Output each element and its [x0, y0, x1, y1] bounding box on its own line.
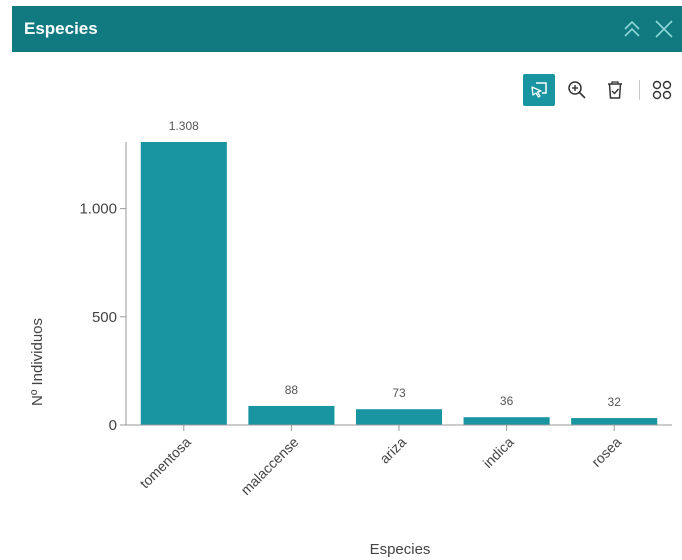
bar-tomentosa[interactable]	[140, 142, 227, 425]
data-label: 73	[392, 386, 406, 400]
menu-button[interactable]	[646, 74, 678, 106]
x-tick-label: malaccense	[237, 434, 301, 498]
y-axis-label: Nº Individuos	[29, 318, 46, 406]
x-tick-label: indica	[480, 434, 517, 471]
bar-malaccense[interactable]	[248, 405, 335, 425]
selection-cursor-icon	[531, 82, 547, 98]
bar-chart: 1.308 88 73 36 32 0 500 1.000 tomentosa malacce…	[29, 119, 672, 558]
clear-selection-button[interactable]	[599, 74, 631, 106]
double-chevron-up-icon	[624, 20, 640, 37]
zoom-in-icon	[568, 81, 586, 99]
y-tick-label: 500	[92, 309, 117, 326]
x-tick-label: ariza	[376, 434, 409, 467]
chart-toolbar	[517, 74, 678, 106]
data-label: 88	[285, 383, 299, 397]
collapse-button[interactable]	[618, 15, 646, 43]
data-label: 1.308	[169, 119, 199, 133]
close-button[interactable]	[650, 15, 678, 43]
bar-rosea[interactable]	[571, 418, 658, 425]
zoom-tool-button[interactable]	[561, 74, 593, 106]
y-tick-label: 0	[109, 417, 117, 434]
data-label: 32	[608, 395, 622, 409]
x-axis-label: Especies	[370, 541, 431, 558]
grid-menu-icon	[652, 80, 672, 100]
widget-title: Especies	[24, 19, 98, 38]
x-tick-label: rosea	[588, 434, 624, 470]
toolbar-separator	[639, 80, 640, 100]
widget-header: Especies	[12, 6, 682, 52]
bar-ariza[interactable]	[355, 409, 443, 425]
select-tool-button[interactable]	[523, 74, 555, 106]
trash-check-icon	[608, 81, 622, 99]
data-label: 36	[500, 394, 514, 408]
y-tick-label: 1.000	[79, 201, 117, 218]
close-icon	[655, 20, 673, 38]
x-tick-label: tomentosa	[136, 434, 194, 492]
bar-indica[interactable]	[463, 417, 550, 425]
